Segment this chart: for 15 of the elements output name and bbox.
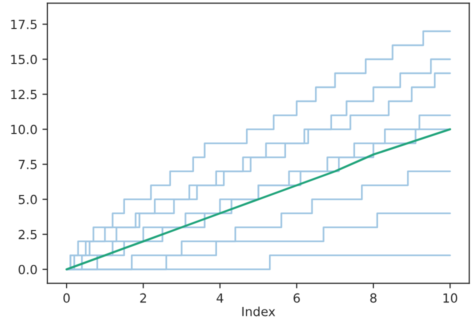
x-tick-label: 4 <box>216 293 224 303</box>
x-tick-label: 0 <box>63 293 70 303</box>
y-tick-label: 5.0 <box>18 194 37 204</box>
x-axis-title: Index <box>242 306 276 316</box>
y-tick-label: 2.5 <box>18 230 37 240</box>
y-tick-label: 7.5 <box>18 160 37 170</box>
x-tick-label: 2 <box>140 293 146 303</box>
y-tick-label: 17.5 <box>11 20 37 30</box>
x-tick-label: 6 <box>294 293 300 303</box>
x-tick-label: 8 <box>370 293 377 303</box>
y-tick-label: 0.0 <box>18 264 37 274</box>
x-tick-label: 10 <box>444 293 458 303</box>
y-tick-label: 15.0 <box>11 54 37 64</box>
y-tick-label: 10.0 <box>11 124 37 134</box>
y-tick-label: 12.5 <box>11 90 37 100</box>
